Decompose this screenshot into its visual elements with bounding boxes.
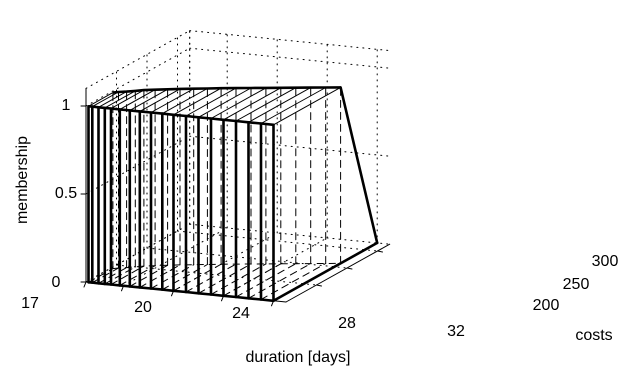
surface-hidden-edge bbox=[98, 267, 128, 284]
grid-line-top-back bbox=[189, 30, 391, 52]
grid-line-z-back bbox=[189, 135, 391, 157]
y-tick-250: 250 bbox=[563, 276, 590, 293]
surface-ridge-segment bbox=[104, 90, 136, 109]
x-tick-32: 32 bbox=[447, 323, 465, 340]
z-axis-label: membership bbox=[14, 136, 31, 224]
x-tick-20: 20 bbox=[134, 299, 152, 316]
x-axis-tick bbox=[83, 281, 87, 288]
surface-hidden-edge bbox=[119, 265, 156, 286]
x-tick-28: 28 bbox=[338, 315, 356, 332]
surface-ridge-segment bbox=[88, 92, 114, 107]
surface-ridge-segment bbox=[198, 87, 252, 118]
z-tick-0: 0 bbox=[52, 274, 61, 291]
surface-ridge-segment bbox=[129, 88, 169, 111]
surface-ridge-segment bbox=[139, 88, 181, 112]
grid bbox=[85, 30, 391, 302]
surface bbox=[87, 86, 379, 303]
surface-slope-edge bbox=[339, 86, 379, 245]
grid-line-z-back bbox=[189, 223, 391, 245]
grid-line-top-side bbox=[85, 30, 191, 89]
surface-base-edge bbox=[272, 241, 379, 303]
z-tick-1: 1 bbox=[62, 97, 71, 114]
surface-hidden-edge bbox=[248, 263, 312, 299]
surface-ridge-segment bbox=[210, 87, 267, 119]
surface-ridge-segment bbox=[150, 88, 195, 113]
y-axis-tick bbox=[346, 267, 353, 270]
x-tick-24: 24 bbox=[232, 305, 250, 322]
y-tick-200: 200 bbox=[533, 297, 560, 314]
x-tick-17: 17 bbox=[21, 295, 39, 312]
grid-line-z-back bbox=[189, 47, 391, 69]
surface-ridge-segment bbox=[185, 87, 237, 117]
y-axis-tick bbox=[316, 284, 322, 287]
grid-line-z-side bbox=[85, 47, 191, 107]
surface-hidden-edge bbox=[110, 265, 145, 285]
x-axis-label: duration [days] bbox=[246, 349, 351, 366]
surface-ridge-segment bbox=[273, 86, 342, 126]
z-tick-0.5: 0.5 bbox=[55, 185, 77, 202]
surface-ridge-segment bbox=[119, 89, 156, 110]
y-tick-300: 300 bbox=[592, 253, 619, 270]
surface-hidden-edge bbox=[210, 263, 267, 295]
surface-ridge-segment bbox=[91, 91, 119, 108]
surface-ridge-segment bbox=[173, 87, 222, 116]
surface-hidden-back-base bbox=[112, 262, 341, 270]
surface-back-top-edge bbox=[112, 86, 341, 94]
y-axis-label: costs bbox=[575, 327, 612, 344]
surface-ridge-segment bbox=[235, 87, 297, 122]
surface-front-base bbox=[88, 281, 274, 303]
surface-ridge-segment bbox=[98, 91, 128, 108]
surface-ridge-segment bbox=[248, 87, 312, 123]
y-axis-tick bbox=[377, 250, 383, 253]
surface-ridge-segment bbox=[110, 89, 145, 109]
surface-ridge-segment bbox=[260, 87, 327, 124]
surface-hidden-edge bbox=[260, 263, 327, 300]
surface-ridge-segment bbox=[223, 87, 282, 121]
surface-ridge-segment bbox=[161, 88, 208, 115]
grid-line-y-floor bbox=[116, 264, 317, 286]
y-axis-line bbox=[285, 243, 391, 303]
surface-hidden-edge bbox=[223, 263, 282, 297]
